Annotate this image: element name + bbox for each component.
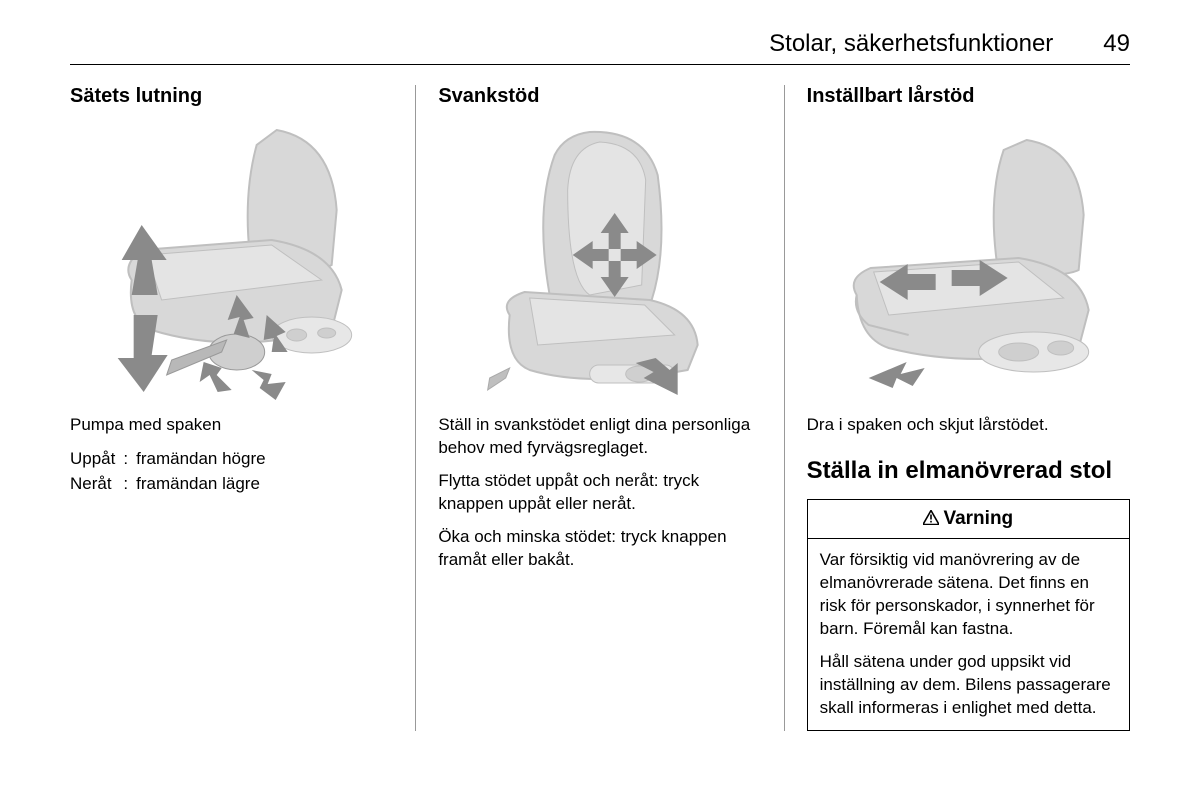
section-title: Inställbart lårstöd xyxy=(807,85,1130,108)
content-columns: Sätets lutning xyxy=(70,85,1130,731)
caption: Pumpa med spaken xyxy=(70,414,393,437)
dir-up-label: Uppåt xyxy=(70,447,115,472)
para: Flytta stödet uppåt och neråt: tryck kna… xyxy=(438,470,761,516)
dir-up-desc: framändan högre xyxy=(136,447,393,472)
page-header: Stolar, säkerhetsfunktioner 49 xyxy=(70,30,1130,65)
figure-lumbar xyxy=(438,120,761,400)
dir-down-label: Neråt xyxy=(70,472,115,497)
sep: : xyxy=(123,447,128,472)
warning-label: Varning xyxy=(943,508,1013,529)
warning-triangle-icon xyxy=(923,508,939,530)
caption: Dra i spaken och skjut lårstödet. xyxy=(807,414,1130,437)
column-seat-tilt: Sätets lutning xyxy=(70,85,415,731)
figure-thigh-support xyxy=(807,120,1130,400)
chapter-title: Stolar, säkerhetsfunktioner xyxy=(769,30,1053,58)
section-title: Sätets lutning xyxy=(70,85,393,108)
column-lumbar: Svankstöd xyxy=(415,85,783,731)
para: Ställ in svankstödet enligt dina personl… xyxy=(438,414,761,460)
para: Öka och minska stödet: tryck knappen fra… xyxy=(438,526,761,572)
warning-para: Var försiktig vid manövrering av de elma… xyxy=(820,549,1117,641)
section-title: Svankstöd xyxy=(438,85,761,108)
direction-list: Uppåt : framändan högre Neråt : framända… xyxy=(70,447,393,496)
subheading-power-seat: Ställa in elmanövrerad stol xyxy=(807,457,1130,485)
column-thigh-support: Inställbart lårstöd xyxy=(784,85,1130,731)
page-number: 49 xyxy=(1103,30,1130,58)
sep: : xyxy=(123,472,128,497)
warning-box: Varning Var försiktig vid manövrering av… xyxy=(807,499,1130,731)
warning-heading: Varning xyxy=(808,500,1129,539)
warning-para: Håll sätena under god uppsikt vid instäl… xyxy=(820,651,1117,720)
figure-seat-tilt xyxy=(70,120,393,400)
warning-body: Var försiktig vid manövrering av de elma… xyxy=(808,539,1129,730)
dir-down-desc: framändan lägre xyxy=(136,472,393,497)
